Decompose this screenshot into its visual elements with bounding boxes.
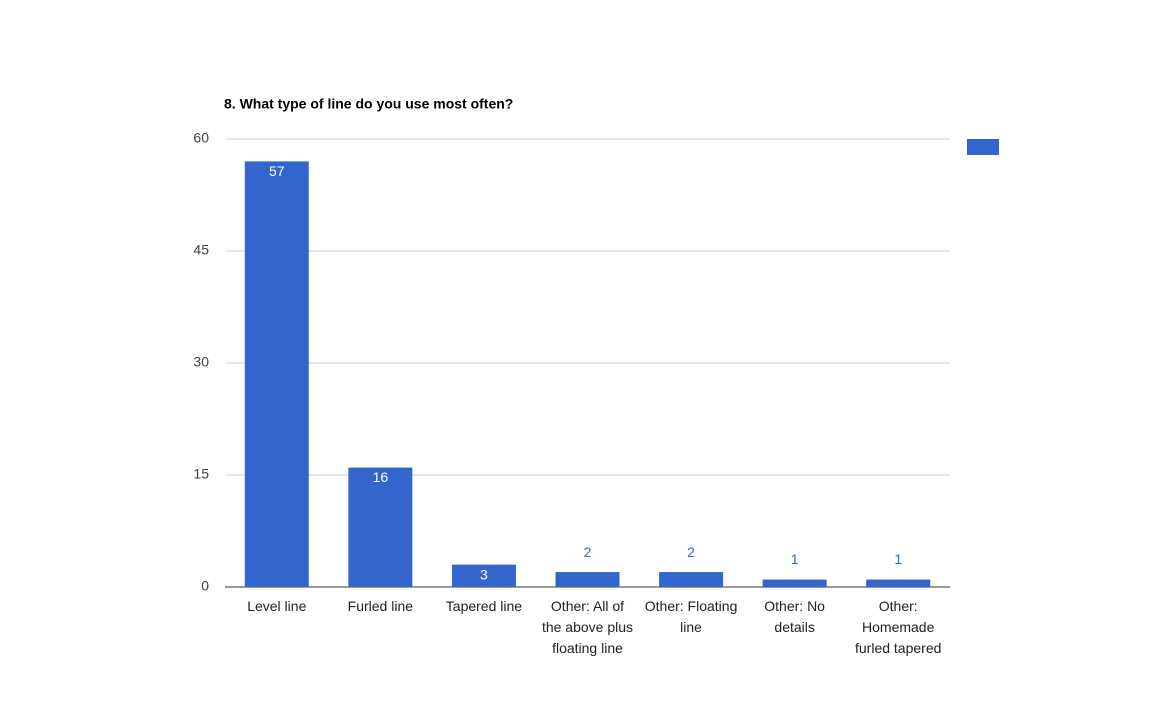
x-tick-label: Furled line <box>347 598 414 614</box>
x-tick-label: Other: No details <box>764 598 825 635</box>
y-tick-label: 45 <box>193 242 209 258</box>
x-tick-label: Tapered line <box>445 598 523 614</box>
y-tick-label: 15 <box>193 466 209 482</box>
bar <box>866 579 931 587</box>
bar <box>555 572 620 587</box>
legend-swatch <box>967 139 999 155</box>
value-label: 1 <box>894 551 902 567</box>
bar <box>348 467 413 587</box>
x-tick-label: Other: Homemade furled tapered <box>855 598 942 656</box>
value-label: 2 <box>687 544 695 560</box>
bar <box>244 161 309 587</box>
y-tick-label: 60 <box>193 130 209 146</box>
bar <box>451 564 516 587</box>
value-label: 16 <box>373 469 389 485</box>
x-tick-label: Other: All of the above plus floating li… <box>541 598 634 656</box>
chart-title: 8. What type of line do you use most oft… <box>224 96 513 112</box>
value-label: 3 <box>480 566 488 582</box>
value-label: 2 <box>584 544 592 560</box>
x-tick-label: Level line <box>247 598 307 614</box>
bar <box>659 572 724 587</box>
y-tick-label: 0 <box>201 578 209 594</box>
y-tick-label: 30 <box>193 354 209 370</box>
value-label: 1 <box>791 551 799 567</box>
bar <box>762 579 827 587</box>
value-label: 57 <box>269 163 285 179</box>
x-tick-label: Other: Floating line <box>644 598 738 635</box>
